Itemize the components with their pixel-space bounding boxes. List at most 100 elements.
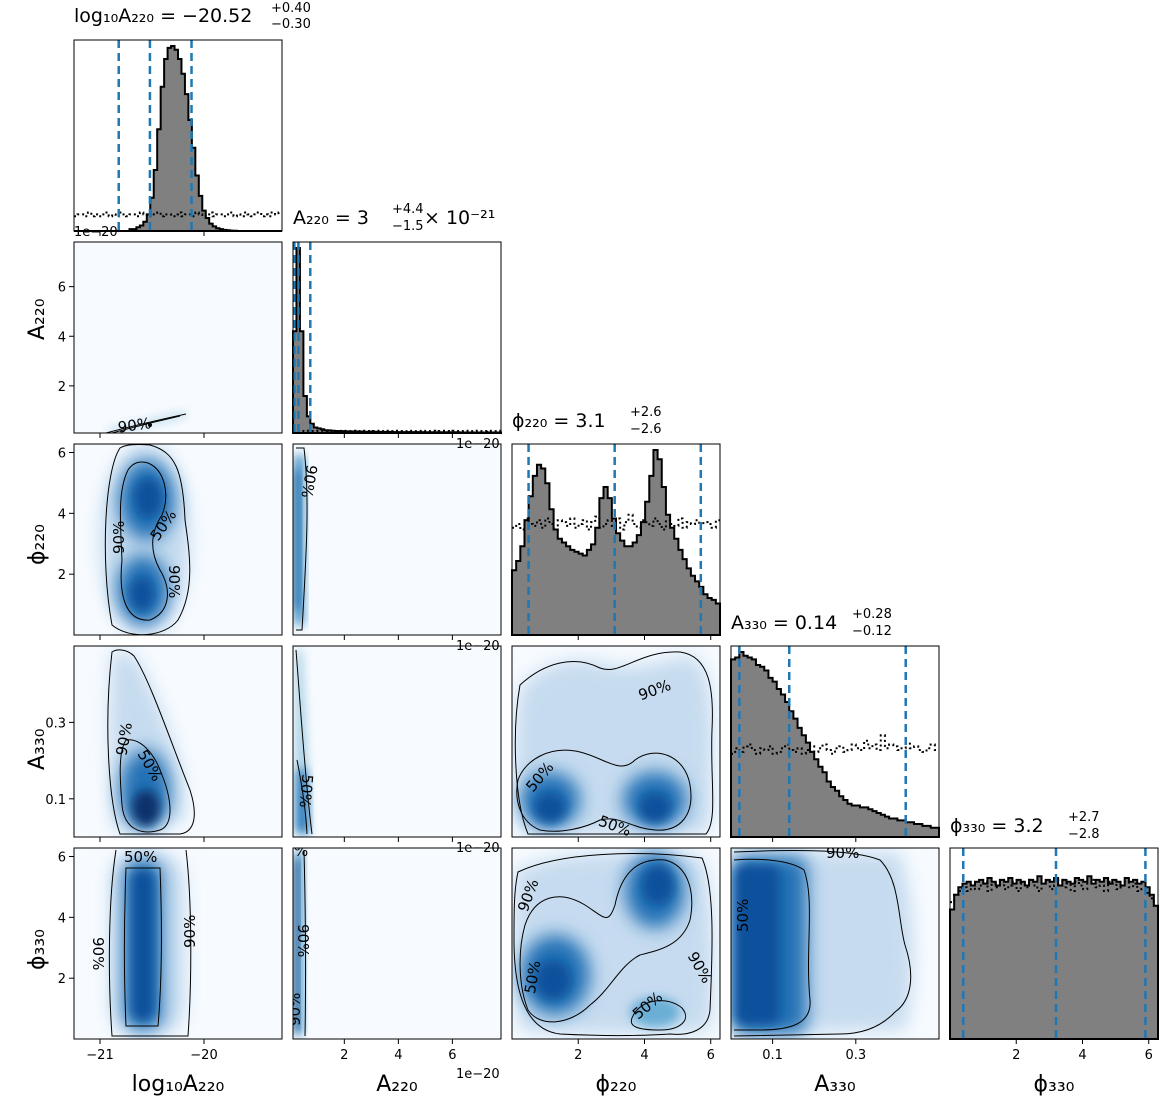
panel-A330-vs-log10A220: 90% 50% [74, 646, 282, 837]
posterior-histogram [511, 449, 721, 636]
panel-phi330-vs-phi220: 90% 50% 50% 90% [512, 848, 720, 1039]
xtick-label: 6 [1145, 1048, 1153, 1063]
contour-90 [513, 853, 713, 1036]
contour-50 [119, 461, 168, 621]
contour-90 [105, 413, 187, 433]
histogram-A330 [730, 646, 940, 838]
contour-90 [108, 849, 192, 1037]
panel-phi330-vs-A220: % 90% 90% [286, 848, 501, 1039]
panel-A220-vs-log10A220: 90% [74, 242, 282, 436]
histogram-phi330 [949, 848, 1159, 1040]
title-plus: +0.28 [852, 607, 892, 622]
title-minus: −0.30 [271, 17, 311, 32]
density-panels: 90% 90% 50% 90% 90% [74, 242, 939, 1039]
histogram-log10A220 [74, 40, 282, 232]
xlabel-A220: A₂₂₀ [376, 1072, 418, 1097]
title-main: ϕ₂₂₀ = 3.1 [512, 410, 606, 432]
posterior-histogram [292, 247, 502, 434]
ytick-label: 4 [58, 330, 66, 345]
offset-text-col1-xaxis: 1e−20 [456, 1067, 500, 1082]
contour-label-90: 90% [117, 414, 153, 436]
contour-90 [733, 849, 912, 1037]
axes-frame-2-2 [511, 443, 721, 636]
contour-50 [124, 867, 162, 1027]
prior-histogram [74, 211, 282, 218]
offset-text-row0: 1e−20 [74, 225, 118, 240]
prior-histogram [512, 513, 720, 531]
contour-label-50: 50% [124, 848, 157, 866]
xtick-label: 4 [394, 1048, 402, 1063]
contour-label-50: 50% [521, 959, 545, 995]
ytick-label: 4 [58, 507, 66, 522]
ytick-label: 2 [58, 568, 66, 583]
axes-frame-1-1 [292, 241, 502, 434]
xtick-label: 2 [574, 1048, 582, 1063]
title-plus: +0.40 [271, 1, 311, 16]
axes-frame-4-0 [73, 847, 283, 1040]
axes-frame-1-0 [73, 241, 283, 434]
title-log10A220: log₁₀A₂₂₀ = −20.52 +0.40 −0.30 [74, 1, 311, 32]
xtick-label: −21 [86, 1048, 113, 1063]
title-main: log₁₀A₂₂₀ = −20.52 [74, 5, 252, 27]
axes-frame-4-4 [949, 847, 1159, 1040]
axes-frames: 2 4 6 2 4 6 0.1 0.3 −21 −20 2 4 6 2 4 6 2 4 6 0.1 0.3 2 4 6 [45, 39, 1159, 1063]
xlabel-log10A220: log₁₀A₂₂₀ [132, 1072, 225, 1097]
title-A330: A₃₃₀ = 0.14 +0.28 −0.12 [731, 607, 892, 639]
xlabel-phi220: ϕ₂₂₀ [596, 1072, 637, 1097]
contour-label-90: 90% [826, 844, 859, 862]
ytick-label: 6 [58, 447, 66, 462]
prior-histogram [950, 878, 1158, 907]
axes-frame-4-2 [511, 847, 721, 1040]
posterior-histogram [730, 651, 940, 838]
ytick-label: 6 [58, 281, 66, 296]
histogram-phi220 [511, 444, 721, 636]
xtick-label: 6 [707, 1048, 715, 1063]
panel-A330-vs-A220: 50% [293, 646, 501, 837]
offset-text-col1-row2: 1e−20 [456, 639, 500, 654]
xtick-label: −20 [190, 1048, 217, 1063]
ytick-label: 2 [58, 380, 66, 395]
title-main: A₃₃₀ = 0.14 [731, 612, 837, 634]
posterior-histogram [949, 875, 1159, 1040]
contour-90 [514, 651, 714, 835]
xtick-label: 0.3 [845, 1048, 866, 1063]
xlabel-A330: A₃₃₀ [814, 1072, 856, 1097]
title-plus: +4.4 [392, 202, 424, 217]
axes-frame-3-0 [73, 645, 283, 838]
title-minus: −0.12 [852, 624, 892, 639]
ylabel-A330: A₃₃₀ [25, 728, 50, 770]
contour-90 [104, 444, 191, 635]
ytick-label: 6 [58, 851, 66, 866]
axes-frame-2-0 [73, 443, 283, 636]
title-main: ϕ₃₃₀ = 3.2 [950, 815, 1044, 837]
axes-frame-3-2 [511, 645, 721, 838]
ytick-label: 4 [58, 911, 66, 926]
contour-50 [119, 739, 171, 833]
histogram-A220 [292, 242, 502, 434]
axes-frame-4-3 [730, 847, 940, 1040]
contour-90 [107, 649, 195, 835]
title-phi330: ϕ₃₃₀ = 3.2 +2.7 −2.8 [950, 810, 1100, 842]
title-plus: +2.7 [1068, 810, 1100, 825]
panel-phi330-vs-A330: 90% 50% [731, 844, 939, 1039]
ytick-label: 2 [58, 972, 66, 987]
contour-label-50: 50% [734, 899, 752, 932]
ytick-label: 0.1 [45, 793, 66, 808]
diagonal-histograms [74, 40, 1159, 1040]
title-A220: A₂₂₀ = 3 +4.4 −1.5 × 10⁻²¹ [293, 202, 495, 234]
title-minus: −2.8 [1068, 827, 1100, 842]
axes-frame-0-0 [73, 39, 283, 232]
contour-label-90b: 90% [294, 924, 312, 957]
axes-frame-3-3 [730, 645, 940, 838]
contour-label-90: 90% [297, 463, 321, 499]
contour-label-90b: 90% [181, 915, 199, 948]
contour-label-90: 90% [110, 521, 128, 554]
prior-histogram [731, 734, 939, 755]
ylabel-phi220: ϕ₂₂₀ [25, 524, 50, 565]
contour-label-90c: 90% [286, 993, 304, 1026]
ytick-label: 0.3 [45, 716, 66, 731]
contour-50 [516, 749, 692, 832]
contour-label-90: 90% [89, 937, 107, 970]
xtick-label: 6 [448, 1048, 456, 1063]
